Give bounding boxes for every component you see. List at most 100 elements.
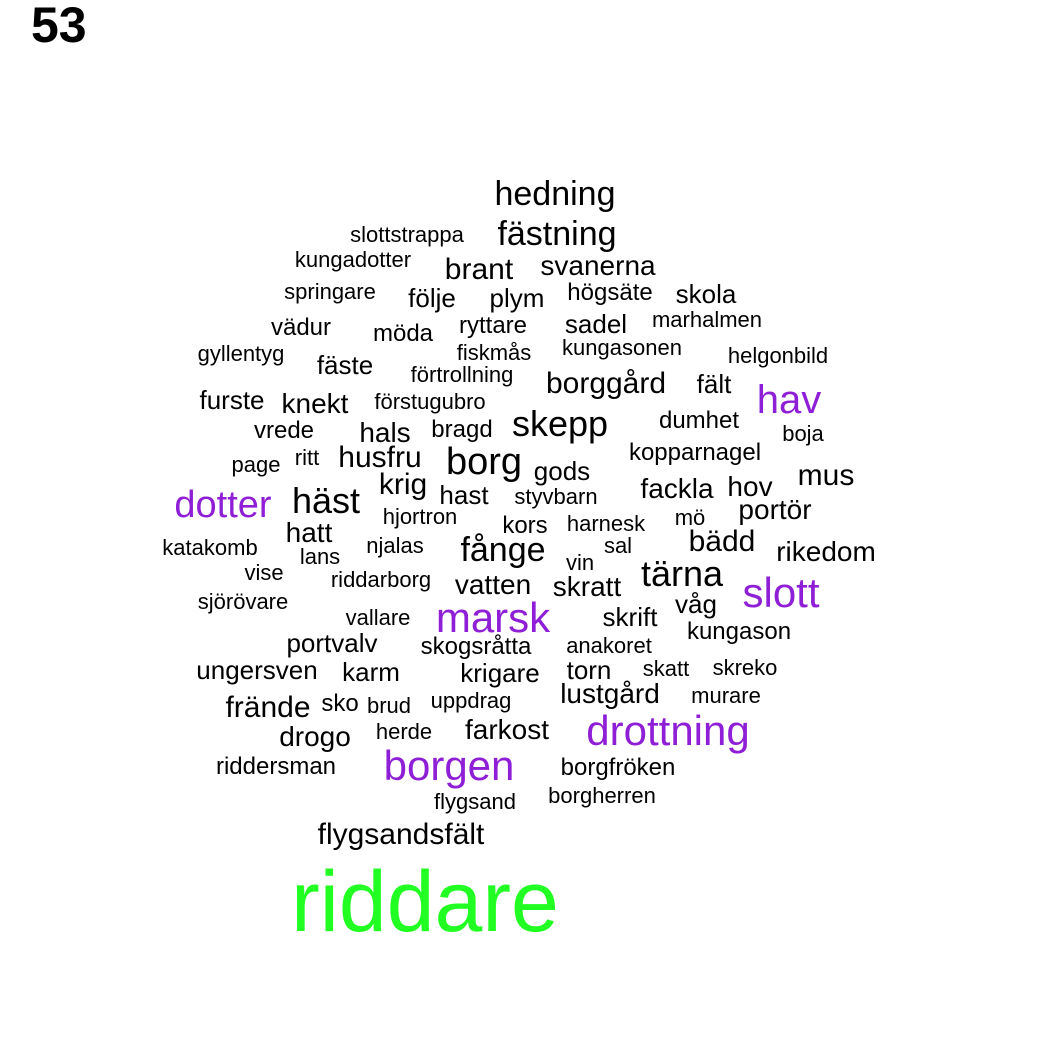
cloud-word-vag: våg — [675, 589, 717, 619]
cloud-word-skrift: skrift — [602, 602, 658, 632]
cloud-word-kungasonen: kungasonen — [562, 335, 682, 360]
cloud-word-skratt: skratt — [552, 571, 622, 602]
cloud-word-katakomb: katakomb — [162, 535, 258, 560]
cloud-word-skreko: skreko — [712, 655, 778, 680]
cloud-word-flygsandsfalt: flygsandsfält — [317, 818, 485, 851]
cloud-word-portvalv: portvalv — [286, 628, 378, 658]
cloud-word-ritt: ritt — [294, 445, 320, 470]
cloud-word-furste: furste — [199, 385, 265, 415]
cloud-word-hatt: hatt — [285, 517, 333, 548]
cloud-word-knekt: knekt — [281, 388, 349, 419]
cloud-word-kors: kors — [502, 512, 548, 539]
cloud-word-ryttare: ryttare — [458, 312, 528, 339]
cloud-word-vallare: vallare — [345, 605, 411, 630]
cloud-word-skepp: skepp — [511, 403, 609, 444]
cloud-word-skola: skola — [675, 279, 737, 309]
cloud-word-badd: bädd — [688, 525, 756, 558]
cloud-word-harnesk: harnesk — [566, 511, 646, 536]
cloud-word-mo: mö — [674, 505, 706, 530]
cloud-word-kungason: kungason — [686, 618, 792, 645]
cloud-word-slottstrappa: slottstrappa — [350, 222, 464, 247]
cloud-word-farkost: farkost — [464, 714, 550, 745]
cloud-word-gyllentyg: gyllentyg — [197, 341, 285, 366]
cloud-word-folje: följe — [408, 283, 456, 313]
cloud-word-lustgard: lustgård — [560, 678, 660, 709]
cloud-word-vin: vin — [565, 550, 595, 575]
cloud-word-moda: möda — [372, 320, 434, 347]
figure-number: 53 — [31, 0, 87, 53]
cloud-word-vise: vise — [244, 560, 284, 585]
cloud-word-marsk: marsk — [435, 594, 551, 641]
cloud-word-borg: borg — [445, 441, 523, 483]
cloud-word-page: page — [231, 452, 281, 477]
cloud-word-borgen: borgen — [383, 742, 515, 789]
cloud-word-mus: mus — [797, 459, 855, 492]
cloud-word-torn: torn — [566, 655, 612, 685]
cloud-word-bragd: bragd — [431, 416, 493, 443]
cloud-word-drogo: drogo — [279, 721, 351, 752]
cloud-word-dumhet: dumhet — [658, 407, 740, 434]
cloud-word-krig: krig — [378, 468, 428, 501]
cloud-word-hav: hav — [756, 378, 822, 422]
cloud-word-karm: karm — [342, 657, 400, 687]
cloud-word-borggard: borggård — [545, 367, 667, 400]
cloud-word-hast: häst — [291, 480, 361, 521]
cloud-word-ungersven: ungersven — [196, 655, 318, 685]
cloud-word-rikedom: rikedom — [776, 536, 876, 567]
cloud-word-gods: gods — [533, 456, 591, 486]
cloud-word-styvbarn: styvbarn — [514, 484, 598, 509]
cloud-word-hogsate: högsäte — [567, 279, 653, 306]
cloud-word-riddersman: riddersman — [215, 753, 337, 780]
cloud-word-dotter: dotter — [174, 484, 272, 526]
cloud-word-kungadotter: kungadotter — [294, 247, 412, 272]
cloud-word-sal: sal — [603, 533, 633, 558]
cloud-word-faste: fäste — [316, 350, 374, 380]
cloud-word-skatt: skatt — [642, 656, 690, 681]
cloud-word-fackla: fackla — [640, 473, 714, 504]
cloud-word-plym: plym — [489, 283, 545, 313]
cloud-word-lans: lans — [299, 544, 341, 569]
cloud-word-fortrollning: förtrollning — [410, 362, 514, 387]
cloud-word-sadel: sadel — [564, 309, 628, 339]
cloud-word-slott: slott — [742, 569, 820, 616]
cloud-word-marhalmen: marhalmen — [651, 307, 763, 332]
cloud-word-njalas: njalas — [366, 533, 424, 558]
cloud-word-helgonbild: helgonbild — [727, 343, 829, 368]
cloud-word-riddare: riddare — [291, 854, 559, 950]
cloud-word-vrede: vrede — [253, 417, 315, 444]
cloud-word-falt: fält — [696, 369, 732, 399]
cloud-word-brant: brant — [444, 253, 514, 286]
cloud-word-anakoret: anakoret — [566, 633, 652, 658]
cloud-word-uppdrag: uppdrag — [430, 688, 512, 713]
cloud-word-fange: fånge — [460, 531, 546, 569]
cloud-word-krigare: krigare — [460, 658, 540, 688]
cloud-word-murare: murare — [691, 683, 761, 708]
cloud-word-husfru: husfru — [338, 441, 422, 474]
cloud-word-hov: hov — [727, 471, 773, 502]
cloud-word-borgherren: borgherren — [548, 783, 656, 808]
cloud-word-fastning: fästning — [497, 215, 617, 253]
cloud-word-springare: springare — [284, 279, 376, 304]
cloud-word-hjortron: hjortron — [382, 504, 458, 529]
cloud-word-forstugubro: förstugubro — [374, 389, 486, 414]
cloud-word-vadur: vädur — [270, 314, 332, 341]
cloud-word-borgfroken: borgfröken — [560, 754, 676, 781]
cloud-word-svanerna: svanerna — [540, 250, 656, 281]
cloud-word-kopparnagel: kopparnagel — [628, 439, 762, 466]
cloud-word-vatten: vatten — [454, 569, 532, 600]
cloud-word-tarna: tärna — [640, 553, 724, 594]
cloud-word-hast: hast — [439, 480, 489, 510]
cloud-word-sjorovare: sjörövare — [197, 589, 289, 614]
cloud-word-portor: portör — [738, 494, 812, 525]
cloud-word-sko: sko — [321, 690, 359, 717]
cloud-word-skogsratta: skogsråtta — [420, 633, 532, 660]
cloud-word-drottning: drottning — [586, 707, 750, 754]
cloud-word-herde: herde — [375, 719, 433, 744]
cloud-word-hedning: hedning — [494, 175, 616, 213]
cloud-word-flygsand: flygsand — [434, 789, 516, 814]
cloud-word-boja: boja — [782, 421, 824, 446]
cloud-word-brud: brud — [366, 693, 412, 718]
cloud-word-frande: frände — [225, 691, 311, 724]
cloud-word-riddarborg: riddarborg — [330, 567, 432, 592]
